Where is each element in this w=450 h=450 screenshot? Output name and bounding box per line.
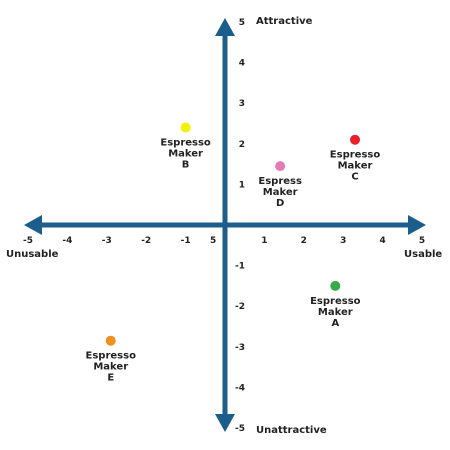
data-point-label: Espresso Maker C xyxy=(330,150,381,183)
y-tick-label: 4 xyxy=(239,59,245,69)
x-tick-label: 5 xyxy=(210,236,216,246)
y-tick-label: 1 xyxy=(239,180,245,190)
x-tick-label: 3 xyxy=(340,236,346,246)
y-axis-bottom-arrow xyxy=(215,414,235,432)
x-tick-label: -3 xyxy=(102,236,112,246)
data-point xyxy=(180,122,191,133)
x-axis-left-arrow xyxy=(24,215,42,235)
y-positive-label: Attractive xyxy=(256,16,313,27)
x-tick-label: 2 xyxy=(301,236,307,246)
data-point xyxy=(275,161,286,172)
x-axis-right-arrow xyxy=(408,215,426,235)
y-tick-label: -2 xyxy=(235,302,245,312)
x-tick-label: -1 xyxy=(181,236,191,246)
data-point-label: Espresso Maker A xyxy=(310,296,361,329)
data-point xyxy=(350,134,361,145)
x-negative-label: Unusable xyxy=(6,249,59,260)
y-tick-label: 5 xyxy=(239,18,245,28)
x-tick-label: -2 xyxy=(141,236,151,246)
data-point xyxy=(105,335,116,346)
x-positive-label: Usable xyxy=(404,249,442,260)
x-tick-label: 4 xyxy=(379,236,385,246)
x-tick-label: 1 xyxy=(261,236,267,246)
y-tick-label: -1 xyxy=(235,262,245,272)
data-points: Espresso Maker A Espresso Maker B Espresso Make… xyxy=(86,122,381,384)
data-point-label: Espresso Maker E xyxy=(86,351,137,384)
data-point xyxy=(330,280,341,291)
y-tick-label: 3 xyxy=(239,99,245,109)
data-point-label: Espress Maker D xyxy=(258,176,302,209)
axes xyxy=(24,18,426,432)
x-tick-label: 5 xyxy=(419,236,425,246)
y-tick-label: -3 xyxy=(235,343,245,353)
tick-labels: -5 -4 -3 -2 -1 5 1 2 3 4 5 5 4 3 2 1 -1 -2 -3 -4 -5 xyxy=(23,18,425,434)
data-point-label: Espresso Maker B xyxy=(160,138,211,171)
y-tick-label: 2 xyxy=(239,140,245,150)
y-axis-top-arrow xyxy=(215,18,235,36)
x-tick-label: -4 xyxy=(62,236,72,246)
y-tick-label: -4 xyxy=(235,383,245,393)
y-tick-label: -5 xyxy=(235,424,245,434)
y-negative-label: Unattractive xyxy=(256,425,327,436)
x-tick-label: -5 xyxy=(23,236,33,246)
